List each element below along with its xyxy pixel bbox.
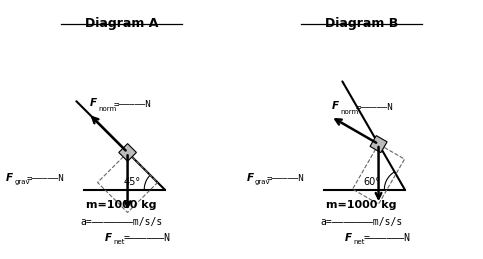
Text: F: F <box>345 233 352 242</box>
Text: norm: norm <box>341 109 359 115</box>
Text: =—————N: =—————N <box>356 103 394 112</box>
Text: F: F <box>332 101 339 111</box>
Text: =—————N: =—————N <box>267 174 304 183</box>
Text: =—————N: =—————N <box>114 100 151 109</box>
Text: =——————N: =——————N <box>364 233 411 243</box>
Text: net: net <box>114 239 125 245</box>
Text: Diagram B: Diagram B <box>325 17 398 30</box>
Text: F: F <box>90 98 97 108</box>
Text: a=———————m/s/s: a=———————m/s/s <box>320 217 403 227</box>
Text: grav: grav <box>255 179 270 185</box>
Text: a=———————m/s/s: a=———————m/s/s <box>80 217 163 227</box>
Text: F: F <box>6 172 14 183</box>
Polygon shape <box>370 135 387 153</box>
Polygon shape <box>119 144 136 161</box>
Text: Diagram A: Diagram A <box>85 17 158 30</box>
Text: m=1000 kg: m=1000 kg <box>86 200 156 210</box>
Text: F: F <box>105 233 112 242</box>
Text: =——————N: =——————N <box>124 233 171 243</box>
Text: =—————N: =—————N <box>27 174 64 183</box>
Text: 45°: 45° <box>124 177 141 187</box>
Text: F: F <box>246 172 254 183</box>
Text: net: net <box>354 239 365 245</box>
Text: grav: grav <box>14 179 30 185</box>
Text: norm: norm <box>99 106 117 112</box>
Text: m=1000 kg: m=1000 kg <box>327 200 397 210</box>
Text: 60°: 60° <box>364 177 381 187</box>
